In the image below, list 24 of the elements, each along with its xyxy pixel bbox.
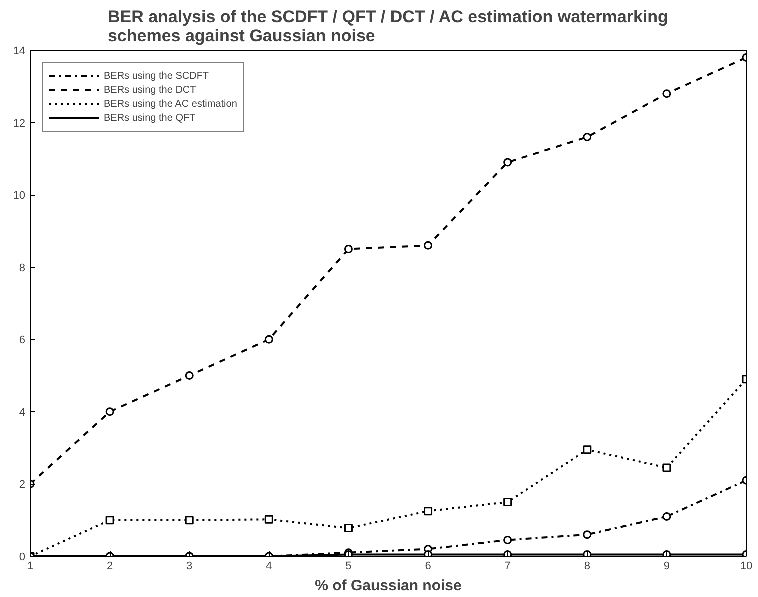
y-tick-label: 2	[19, 479, 26, 492]
chart-title: BER analysis of the SCDFT / QFT / DCT / AC estimation watermarking schemes against Gaussian noise	[108, 8, 668, 46]
legend-label: BERs using the DCT	[104, 84, 196, 97]
y-tick-label: 6	[19, 334, 26, 347]
legend-label: BERs using the AC estimation	[104, 98, 238, 111]
x-tick-label: 8	[584, 560, 590, 572]
x-tick-label: 1	[27, 560, 34, 572]
y-tick-label: 12	[13, 118, 26, 130]
x-tick-label: 2	[106, 560, 114, 572]
x-axis-title: % of Gaussian noise	[315, 578, 462, 594]
x-tick-label: 9	[664, 560, 670, 572]
x-tick-label: 5	[346, 560, 352, 572]
x-tick-label: 4	[266, 560, 272, 572]
legend-label: BERs using the SCDFT	[104, 70, 210, 83]
y-tick-label: 0	[19, 552, 26, 564]
x-tick-label: 7	[504, 560, 511, 572]
y-tick-label: 4	[19, 406, 26, 419]
x-tick-label: 10	[740, 560, 753, 572]
x-tick-label: 3	[186, 560, 193, 572]
x-tick-label: 6	[425, 560, 432, 572]
legend-label: BERs using the QFT	[104, 112, 196, 125]
y-tick-label: 8	[19, 262, 26, 274]
y-tick-label: 10	[13, 190, 26, 202]
y-tick-label: 14	[13, 46, 26, 58]
